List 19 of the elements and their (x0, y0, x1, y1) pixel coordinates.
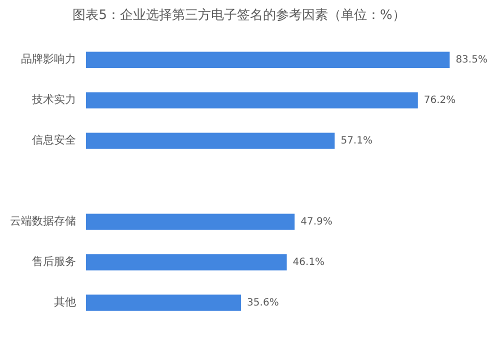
y-tick-label: 其他 (54, 296, 76, 309)
y-tick-label: 技术实力 (31, 93, 76, 106)
chart-title: 图表5：企业选择第三方电子签名的参考因素（单位：%） (72, 7, 406, 24)
bar (86, 92, 418, 108)
y-tick-label: 信息安全 (32, 134, 76, 147)
bar (86, 294, 242, 311)
bar (86, 132, 335, 149)
bar (86, 254, 287, 270)
data-label: 83.5% (456, 54, 488, 66)
y-tick-label: 品牌影响力 (21, 52, 76, 66)
y-tick-label: 云端数据存储 (10, 214, 76, 228)
bar (86, 214, 295, 230)
data-label: 47.9% (300, 216, 332, 228)
data-label: 76.2% (424, 94, 456, 106)
data-label: 57.1% (340, 135, 372, 146)
bar (86, 52, 450, 68)
y-tick-label: 售后服务 (32, 255, 76, 268)
data-label: 46.1% (292, 256, 325, 268)
data-label: 35.6% (247, 297, 279, 308)
